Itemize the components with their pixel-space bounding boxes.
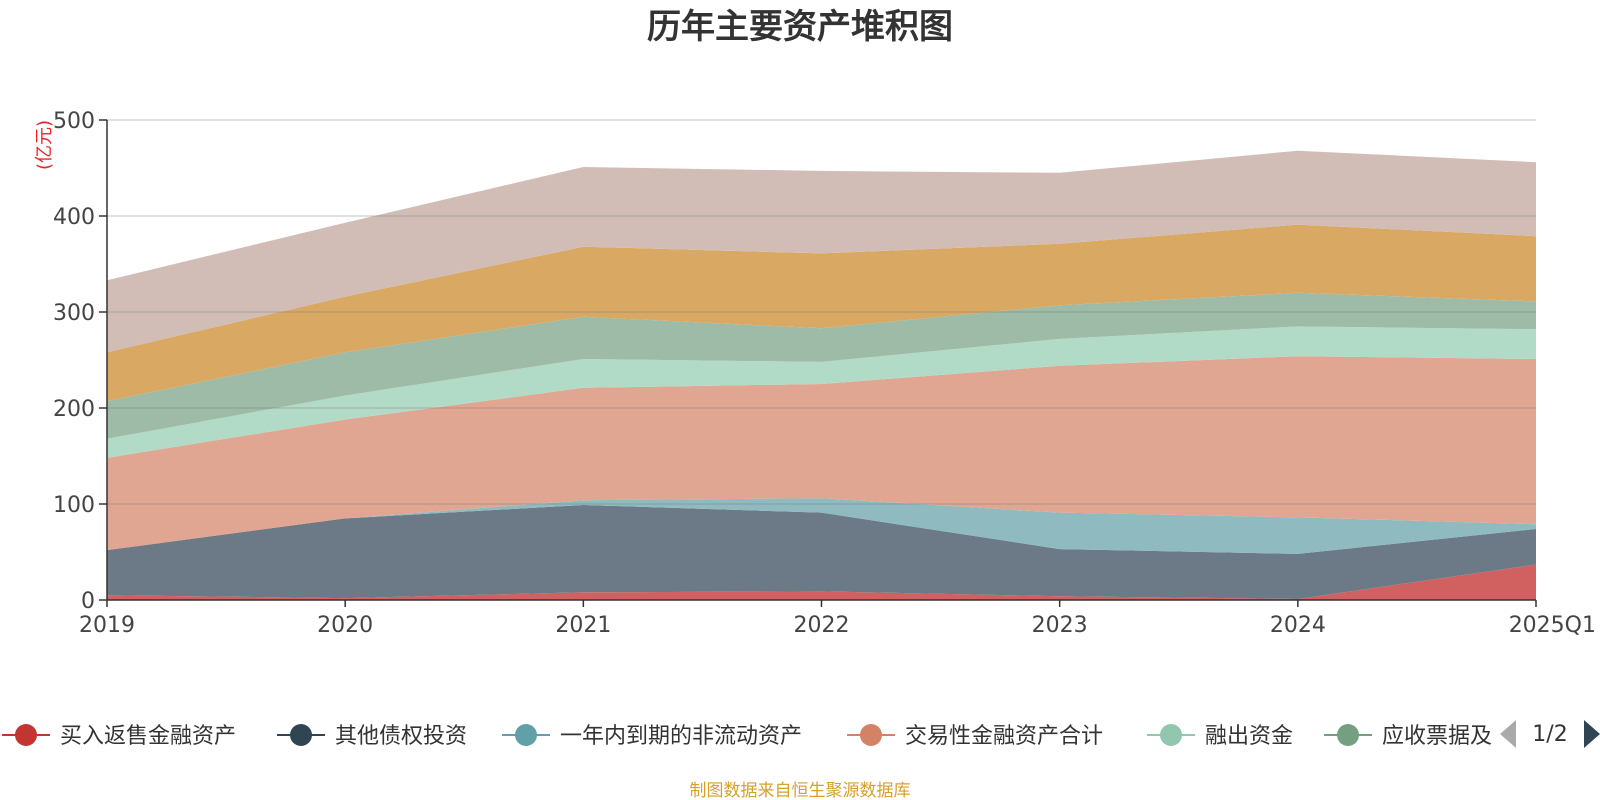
y-tick-label: 0 (81, 589, 95, 614)
legend-label: 其他债权投资 (335, 724, 467, 749)
legend-item[interactable]: 其他债权投资 (277, 724, 467, 749)
legend-prev-arrow-icon[interactable] (1500, 720, 1516, 748)
legend: 买入返售金融资产 其他债权投资 一年内到期的非流动资产 交易性金融资产合计 融出资金 应收… (2, 724, 1492, 749)
x-tick-label: 2024 (1270, 613, 1326, 638)
legend-page-indicator: 1/2 (1532, 722, 1567, 747)
legend-next-arrow-icon[interactable] (1584, 720, 1600, 748)
legend-item[interactable]: 买入返售金融资产 (2, 724, 236, 749)
legend-item[interactable]: 一年内到期的非流动资产 (502, 724, 802, 749)
area-series-3 (107, 498, 1536, 554)
legend-item[interactable]: 融出资金 (1147, 724, 1293, 749)
legend-circle-icon (515, 724, 537, 746)
legend-item[interactable]: 交易性金融资产合计 (847, 724, 1103, 749)
legend-label: 一年内到期的非流动资产 (560, 724, 802, 749)
area-series-8 (107, 150, 1536, 353)
y-axis-unit: (亿元) (34, 120, 55, 170)
area-series-1 (107, 564, 1536, 600)
x-tick-label: 2022 (794, 613, 850, 638)
legend-item[interactable]: 应收票据及 (1324, 724, 1492, 749)
data-source-note: 制图数据来自恒生聚源数据库 (690, 781, 911, 800)
legend-circle-icon (860, 724, 882, 746)
y-tick-label: 400 (53, 205, 95, 230)
legend-circle-icon (15, 724, 37, 746)
x-tick-label: 2025Q1 (1509, 613, 1596, 638)
legend-circle-icon (1337, 724, 1359, 746)
area-series (107, 150, 1536, 600)
legend-pager: 1/2 (1500, 720, 1600, 748)
y-tick-label: 100 (53, 493, 95, 518)
x-axis-ticks: 2019 2020 2021 2022 2023 2024 2025Q1 (79, 600, 1596, 638)
y-tick-label: 500 (53, 109, 95, 134)
chart-title: 历年主要资产堆积图 (647, 7, 953, 47)
grid-lines (107, 119, 1536, 505)
x-tick-label: 2020 (317, 613, 373, 638)
legend-label: 应收票据及 (1382, 724, 1492, 749)
legend-label: 交易性金融资产合计 (905, 724, 1103, 749)
area-series-7 (107, 224, 1536, 402)
x-tick-label: 2023 (1032, 613, 1088, 638)
area-series-4 (107, 356, 1536, 551)
y-tick-label: 200 (53, 397, 95, 422)
legend-label: 买入返售金融资产 (60, 724, 236, 749)
area-series-6 (107, 292, 1536, 439)
legend-label: 融出资金 (1205, 724, 1293, 749)
x-tick-label: 2021 (555, 613, 611, 638)
legend-circle-icon (290, 724, 312, 746)
x-tick-label: 2019 (79, 613, 135, 638)
area-series-5 (107, 326, 1536, 458)
y-axis-ticks: 0 100 200 300 400 500 (53, 109, 107, 614)
y-tick-label: 300 (53, 301, 95, 326)
legend-circle-icon (1160, 724, 1182, 746)
area-series-2 (107, 505, 1536, 599)
